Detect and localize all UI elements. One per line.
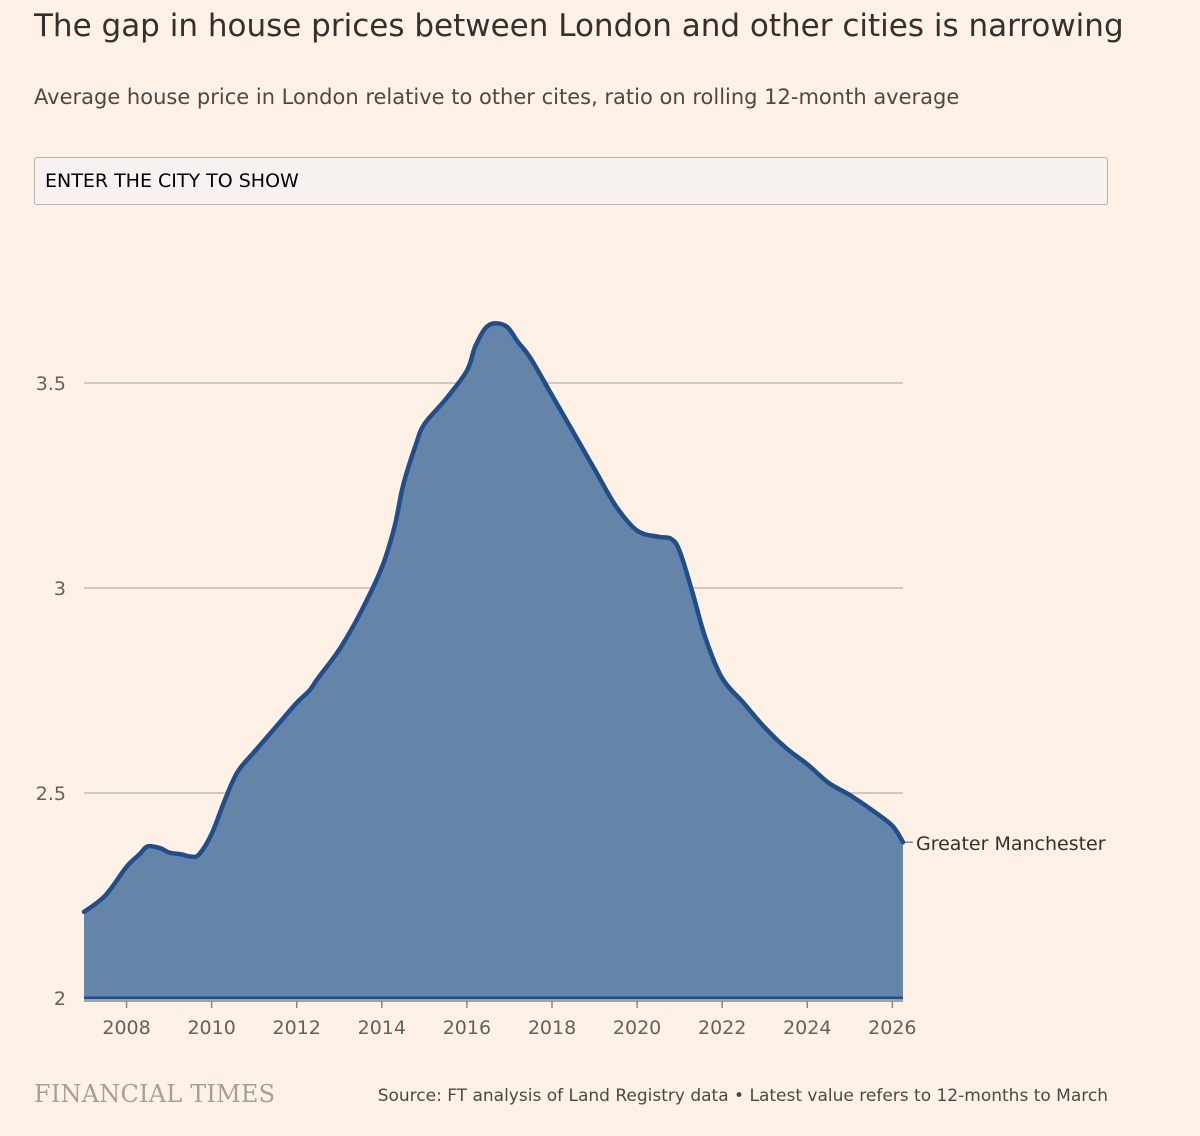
y-axis: 2 2.5 3 3.5 xyxy=(36,373,66,1010)
series-line-greater-manchester xyxy=(81,321,906,915)
source-note: Source: FT analysis of Land Registry dat… xyxy=(377,1086,1108,1106)
x-tick-label: 2020 xyxy=(613,1017,661,1039)
x-tick-label: 2012 xyxy=(273,1017,321,1039)
y-tick-label: 2 xyxy=(54,988,66,1010)
x-tick-label: 2014 xyxy=(358,1017,406,1039)
y-tick-label: 3.5 xyxy=(36,373,66,395)
series-labels: Greater Manchester xyxy=(905,833,1106,855)
series-area-greater-manchester xyxy=(84,323,903,998)
area-chart: 2008 2010 2012 2014 2016 2018 2020 2022 2024 2026… xyxy=(36,321,1106,1039)
y-tick-label: 2.5 xyxy=(36,783,66,805)
x-tick-label: 2024 xyxy=(783,1017,831,1039)
y-tick-label: 3 xyxy=(54,578,66,600)
x-tick-label: 2018 xyxy=(528,1017,576,1039)
series-label-greater-manchester: Greater Manchester xyxy=(916,833,1106,855)
ft-logo: FINANCIAL TIMES xyxy=(34,1080,276,1108)
x-tick-label: 2008 xyxy=(102,1017,150,1039)
x-tick-label: 2010 xyxy=(187,1017,235,1039)
x-tick-label: 2022 xyxy=(698,1017,746,1039)
x-tick-label: 2026 xyxy=(868,1017,916,1039)
x-axis: 2008 2010 2012 2014 2016 2018 2020 2022 2024 2026 xyxy=(84,1000,917,1039)
area-series xyxy=(81,321,906,1000)
chart-title: The gap in house prices between London a… xyxy=(34,8,1124,44)
chart-subtitle: Average house price in London relative t… xyxy=(34,85,960,109)
city-search-input[interactable] xyxy=(34,157,1108,205)
x-tick-label: 2016 xyxy=(443,1017,491,1039)
